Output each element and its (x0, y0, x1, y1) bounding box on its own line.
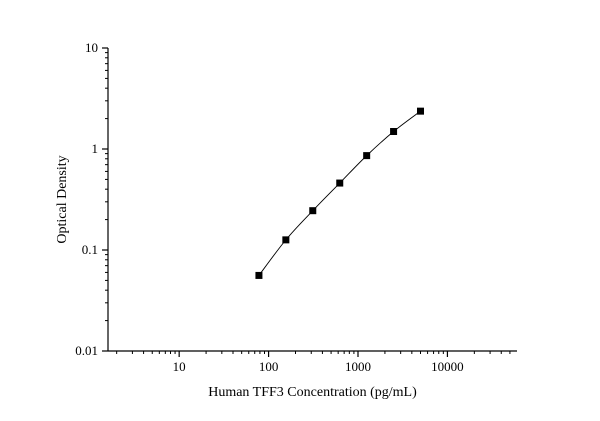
y-tick-label: 0.01 (75, 343, 98, 358)
data-point (417, 107, 425, 115)
y-tick-label: 0.1 (82, 242, 98, 257)
data-points-group (255, 107, 425, 279)
data-point (336, 179, 344, 187)
y-axis-title: Optical Density (55, 155, 70, 243)
y-tick-label: 1 (92, 141, 99, 156)
data-point (255, 271, 263, 279)
data-point (363, 152, 371, 160)
data-point (390, 128, 398, 136)
x-tick-label: 1000 (345, 359, 371, 374)
axes-group: 0.01 0.1 1 10 10 100 1000 10000 (75, 40, 517, 374)
data-point (309, 207, 317, 215)
fit-line-group (258, 110, 421, 276)
x-axis-title: Human TFF3 Concentration (pg/mL) (208, 385, 417, 400)
x-tick-label: 100 (259, 359, 279, 374)
y-tick-label: 10 (85, 40, 98, 55)
fit-line (258, 110, 421, 276)
data-point (282, 236, 290, 244)
x-tick-label: 10000 (431, 359, 464, 374)
x-tick-label: 10 (173, 359, 186, 374)
